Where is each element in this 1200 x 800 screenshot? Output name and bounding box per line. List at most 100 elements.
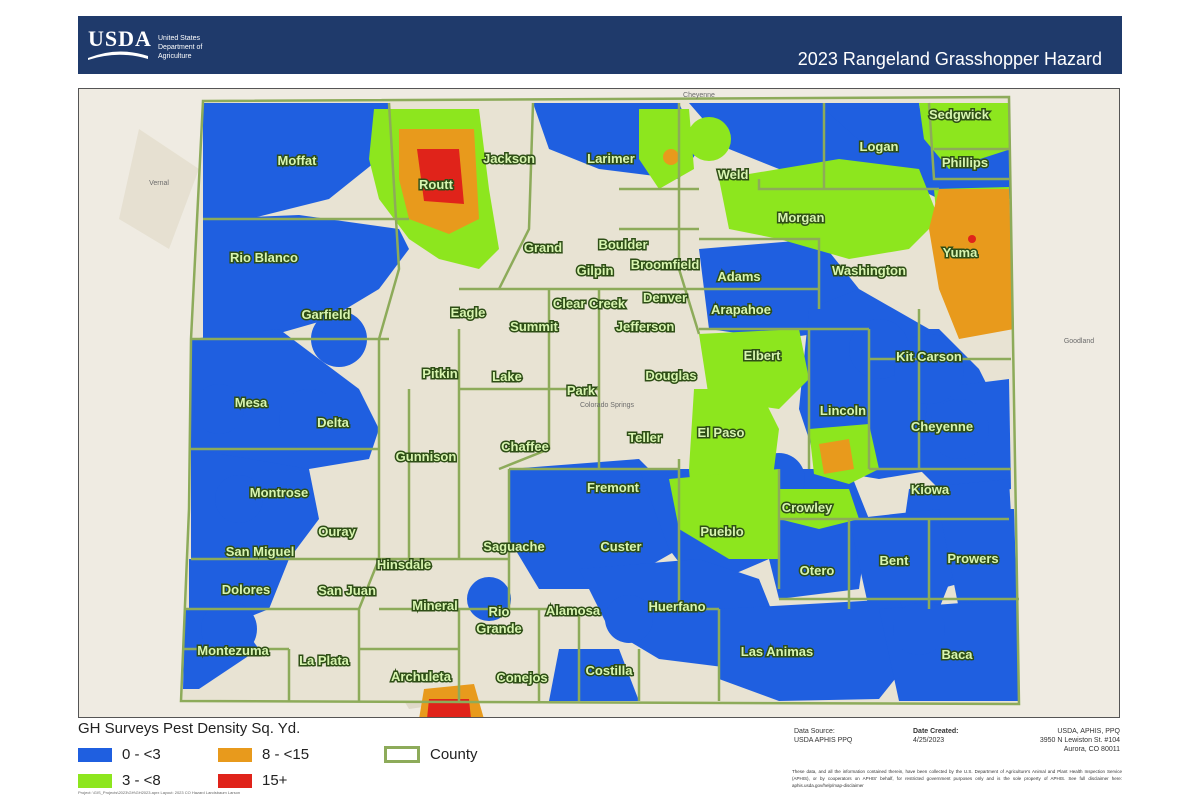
legend-swatch-county <box>384 746 420 763</box>
legend-label: 8 - <15 <box>262 746 310 763</box>
county-label: Fremont <box>587 480 640 495</box>
county-label: Broomfield <box>631 257 700 272</box>
county-label: Yuma <box>943 245 978 260</box>
density-severe-areas <box>417 149 976 717</box>
county-label: Huerfano <box>648 599 705 614</box>
county-label: Morgan <box>778 210 825 225</box>
map-legend: GH Surveys Pest Density Sq. Yd. 0 - <3 8… <box>78 720 538 800</box>
county-label: Larimer <box>587 151 635 166</box>
county-label: Lincoln <box>820 403 866 418</box>
county-label: Delta <box>317 415 350 430</box>
county-label: Park <box>567 383 596 398</box>
date-block: Date Created: 4/25/2023 <box>913 727 959 745</box>
page-title: 2023 Rangeland Grasshopper Hazard <box>797 49 1102 69</box>
legend-swatch-moderate <box>78 773 112 788</box>
county-label: Saguache <box>483 539 544 554</box>
legend-label: County <box>430 746 478 763</box>
base-label-goodland: Goodland <box>1064 338 1094 345</box>
county-label: Moffat <box>278 153 318 168</box>
county-label: Gunnison <box>396 449 457 464</box>
agency-line: Aurora, CO 80011 <box>1063 746 1120 753</box>
county-label: Chaffee <box>501 439 549 454</box>
base-label-vernal: Vernal <box>149 180 169 187</box>
legend-item-county: County <box>384 746 478 763</box>
county-label: Grand <box>524 240 562 255</box>
agency-line: USDA, APHIS, PPQ <box>1057 728 1120 735</box>
county-label: Bent <box>880 553 910 568</box>
county-label: Otero <box>800 563 835 578</box>
county-label: Lake <box>492 369 522 384</box>
county-label: Mineral <box>412 598 458 613</box>
legend-title: GH Surveys Pest Density Sq. Yd. <box>78 720 301 737</box>
county-label: Kit Carson <box>896 349 962 364</box>
county-label: Ouray <box>318 524 356 539</box>
county-label: Teller <box>628 430 662 445</box>
county-label: Denver <box>643 290 687 305</box>
county-label: Dolores <box>222 582 270 597</box>
county-label: Conejos <box>496 670 547 685</box>
legend-item-severe: 15+ <box>218 772 287 789</box>
county-label: Mesa <box>235 395 268 410</box>
project-credit: Project: \GIS_Projects\2023\GH\GH2023.ap… <box>78 790 241 795</box>
legend-swatch-low <box>78 747 112 762</box>
disclaimer-text: These data, and all the information cont… <box>792 769 1122 788</box>
legend-label: 0 - <3 <box>122 746 161 763</box>
legend-label: 3 - <8 <box>122 772 161 789</box>
hazard-map[interactable]: Cheyenne Goodland Vernal Colorado Spring… <box>78 88 1120 718</box>
county-label: Hinsdale <box>377 557 431 572</box>
county-label: Phillips <box>942 155 988 170</box>
data-source-block: Data Source: USDA APHIS PPQ <box>794 727 852 745</box>
county-label: Montezuma <box>197 643 269 658</box>
legend-swatch-high <box>218 747 252 762</box>
county-label: Boulder <box>598 237 647 252</box>
base-label-colorado-springs: Colorado Springs <box>580 402 635 409</box>
usda-logo-text: USDA <box>88 26 152 51</box>
county-label: Summit <box>510 319 558 334</box>
county-label: Gilpin <box>577 263 614 278</box>
legend-item-high: 8 - <15 <box>218 746 309 763</box>
county-label: Sedgwick <box>929 107 990 122</box>
county-label: Jefferson <box>616 319 675 334</box>
county-label: Las Animas <box>741 644 814 659</box>
date-label: Date Created: <box>913 728 959 735</box>
usda-swoosh-icon <box>88 51 148 60</box>
county-label: Arapahoe <box>711 302 771 317</box>
county-boundaries <box>179 95 1021 706</box>
county-label: Routt <box>419 177 454 192</box>
county-label: Douglas <box>645 368 696 383</box>
county-label: El Paso <box>698 425 745 440</box>
county-label: Cheyenne <box>911 419 973 434</box>
county-label: Archuleta <box>391 669 452 684</box>
county-label: Jackson <box>483 151 535 166</box>
county-label: Grande <box>476 621 522 636</box>
date-value: 4/25/2023 <box>913 737 945 744</box>
county-label: La Plata <box>299 653 350 668</box>
map-canvas: Cheyenne Goodland Vernal Colorado Spring… <box>79 89 1119 717</box>
county-label: Eagle <box>451 305 486 320</box>
legend-item-moderate: 3 - <8 <box>78 772 161 789</box>
county-label: Pitkin <box>422 366 457 381</box>
county-label: Costilla <box>586 663 634 678</box>
county-label: Alamosa <box>546 603 601 618</box>
county-label: San Juan <box>318 583 376 598</box>
legend-label: 15+ <box>262 772 288 789</box>
data-source-value: USDA APHIS PPQ <box>794 737 853 744</box>
terrain-west <box>119 129 199 249</box>
county-label: Prowers <box>947 551 998 566</box>
county-label: Clear Creek <box>553 296 626 311</box>
data-source-label: Data Source: <box>794 728 835 735</box>
county-label: Crowley <box>782 500 833 515</box>
county-label: Washington <box>832 263 906 278</box>
county-label: Logan <box>860 139 899 154</box>
county-label: Custer <box>600 539 641 554</box>
county-label: Elbert <box>744 348 782 363</box>
county-label: Pueblo <box>700 524 743 539</box>
county-label: San Miguel <box>226 544 295 559</box>
header-banner: USDA United States Department of Agricul… <box>78 16 1122 74</box>
county-label: Rio <box>489 604 510 619</box>
usda-logo[interactable]: USDA United States Department of Agricul… <box>88 22 206 68</box>
county-label: Kiowa <box>911 482 950 497</box>
agency-line: 3950 N Lewiston St. #104 <box>1039 737 1120 744</box>
legend-swatch-severe <box>218 773 252 788</box>
agency-address-block: USDA, APHIS, PPQ 3950 N Lewiston St. #10… <box>1030 727 1120 754</box>
